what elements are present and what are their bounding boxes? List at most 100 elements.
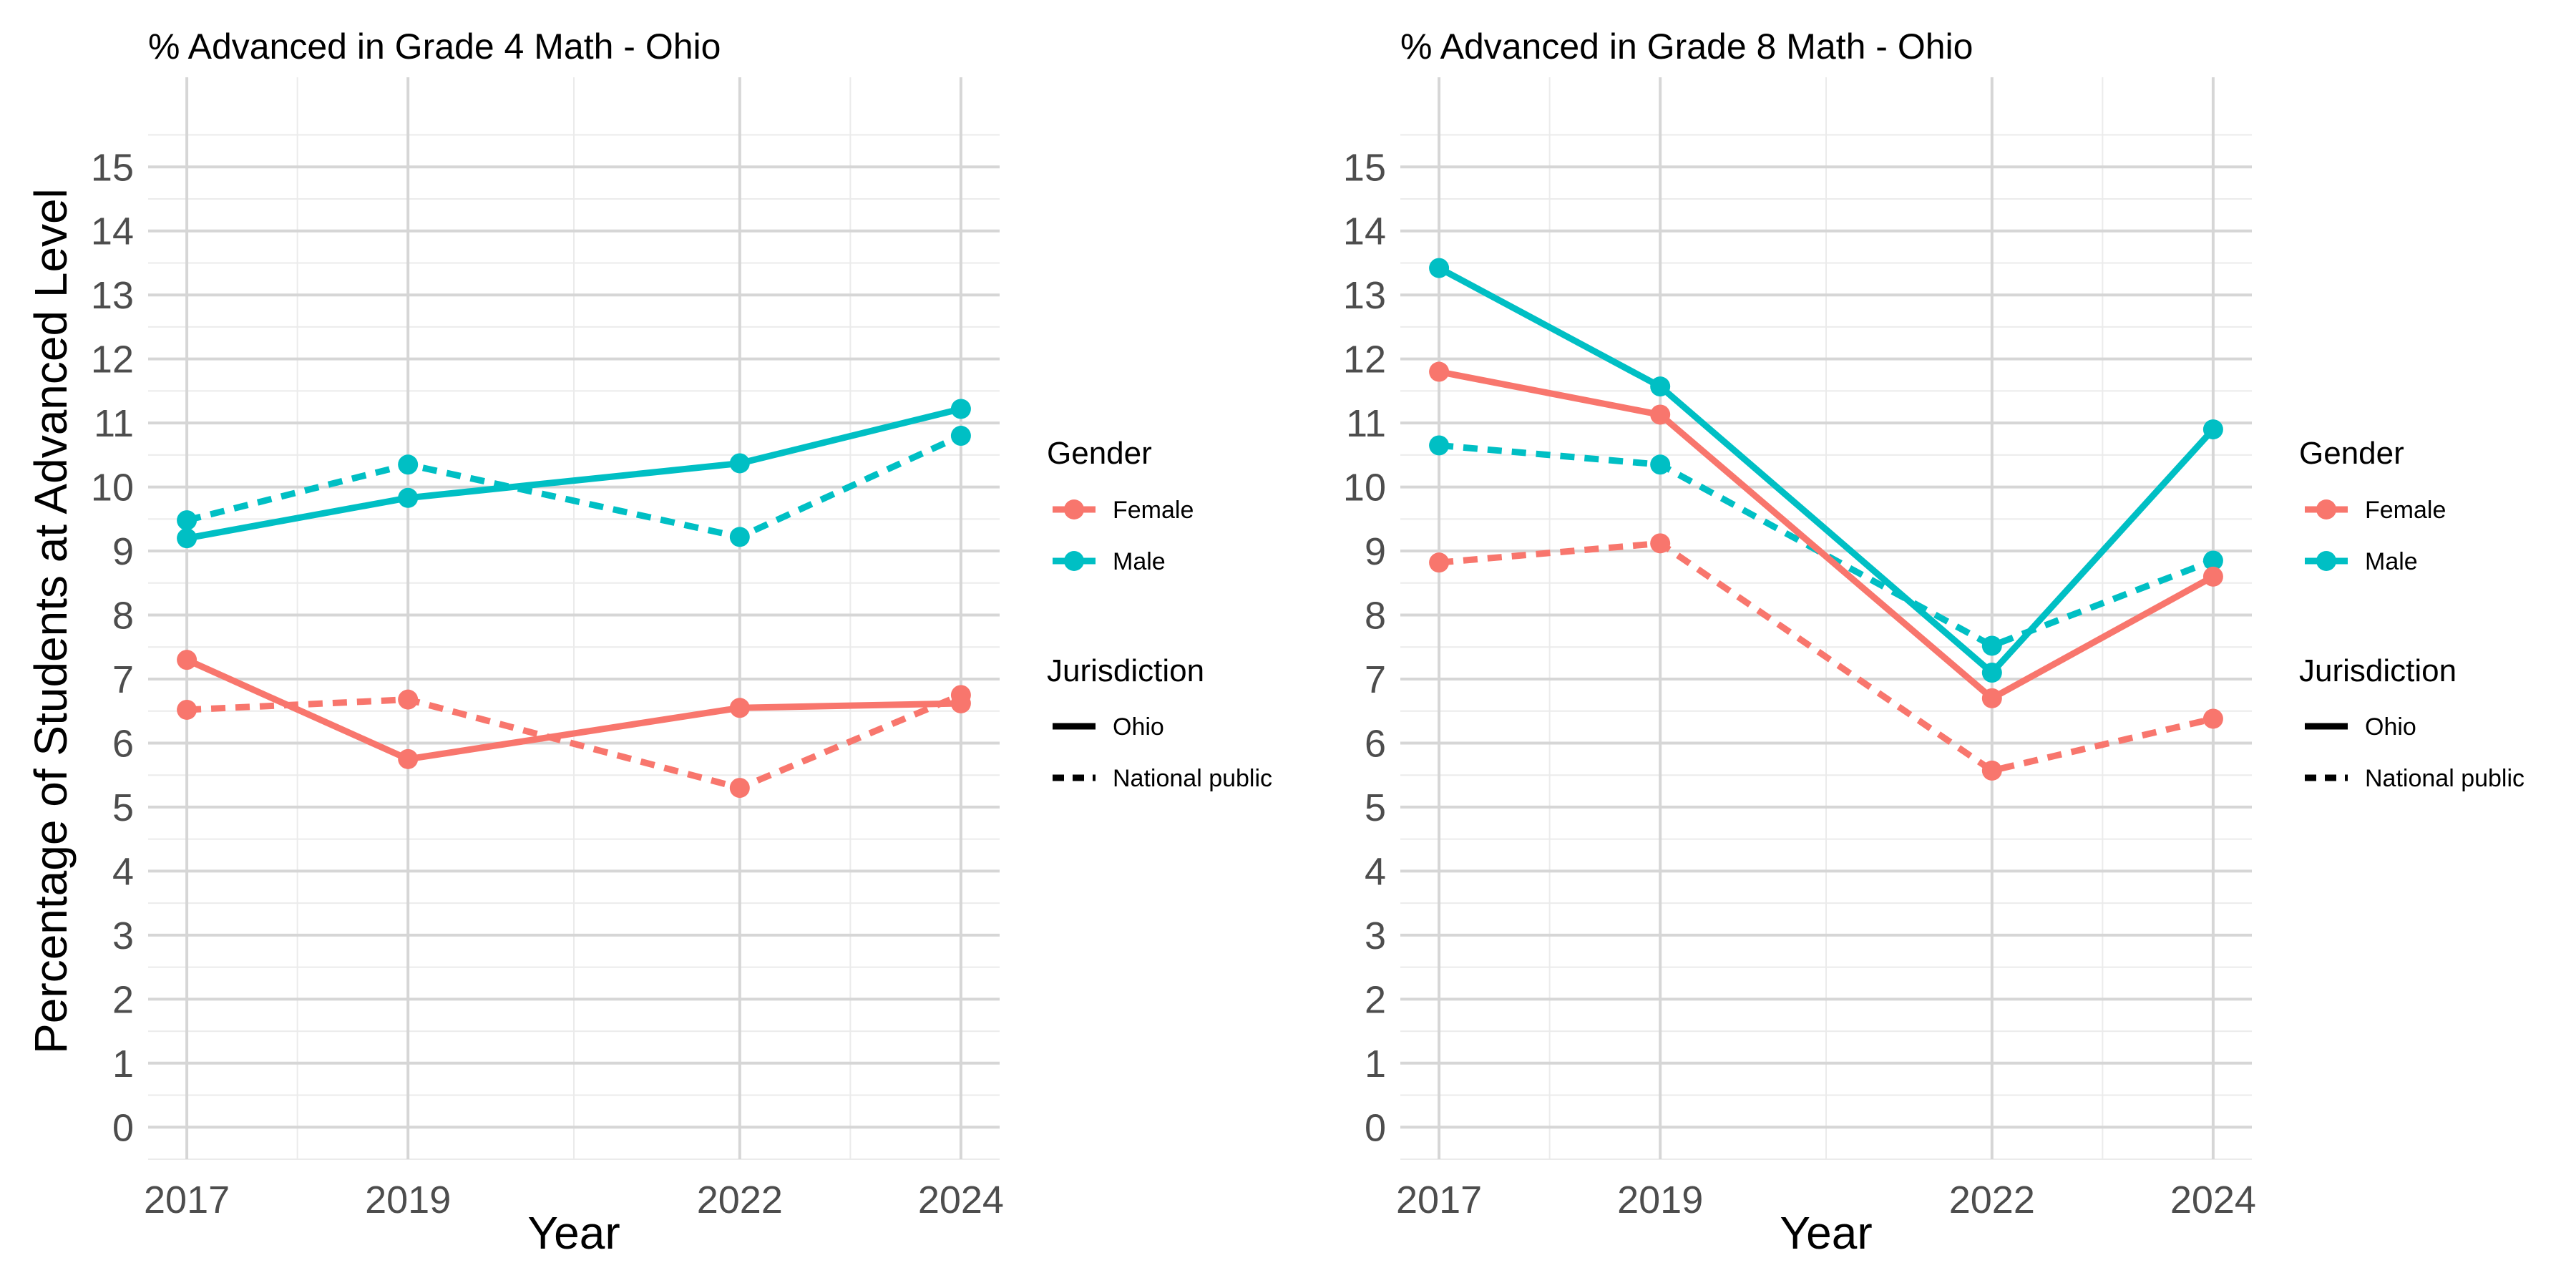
legend-label-female: Female bbox=[1113, 497, 1194, 524]
series-line-female-national-public bbox=[1438, 540, 2214, 774]
y-tick-label: 10 bbox=[91, 467, 134, 509]
chart-title: % Advanced in Grade 4 Math - Ohio bbox=[148, 26, 721, 67]
data-point-female-national-public bbox=[1650, 533, 1671, 554]
y-tick-label: 5 bbox=[112, 786, 134, 829]
legend-key-point-female bbox=[1064, 499, 1084, 519]
data-point-male-national-public bbox=[950, 426, 971, 447]
data-point-male-national-public bbox=[1429, 435, 1450, 456]
data-point-female-ohio bbox=[1429, 361, 1450, 382]
legend-label-ohio: Ohio bbox=[2365, 713, 2416, 741]
data-point-female-ohio bbox=[177, 650, 197, 670]
data-point-male-ohio bbox=[177, 528, 197, 549]
x-tick-label: 2022 bbox=[1949, 1179, 2035, 1221]
legend-key-point-male bbox=[2316, 551, 2336, 571]
data-point-male-national-public bbox=[1650, 454, 1671, 475]
legend-label-female: Female bbox=[2365, 497, 2446, 524]
legend-label-male: Male bbox=[1113, 548, 1166, 575]
x-tick-label: 2019 bbox=[1617, 1179, 1703, 1221]
data-point-male-ohio bbox=[1650, 376, 1671, 397]
y-tick-label: 9 bbox=[112, 530, 134, 573]
data-point-male-national-public bbox=[398, 454, 419, 475]
y-tick-label: 15 bbox=[1343, 146, 1386, 189]
y-tick-label: 4 bbox=[1365, 850, 1386, 893]
series-line-male-national-public bbox=[1438, 441, 2215, 649]
y-tick-label: 13 bbox=[91, 274, 134, 317]
legend-grade8: Gender Female Male Jurisdiction Ohio National… bbox=[2299, 436, 2524, 792]
y-tick-label: 15 bbox=[91, 146, 134, 189]
x-tick-label: 2017 bbox=[1396, 1179, 1482, 1221]
x-tick-label: 2024 bbox=[2170, 1179, 2256, 1221]
legend-key-point-female bbox=[2316, 499, 2336, 519]
data-point-male-national-public bbox=[177, 510, 197, 531]
data-point-female-ohio bbox=[1981, 688, 2002, 708]
y-tick-label: 2 bbox=[1365, 978, 1386, 1021]
y-tick-label: 14 bbox=[1343, 210, 1386, 253]
data-point-female-ohio bbox=[729, 698, 750, 718]
y-tick-label: 8 bbox=[1365, 595, 1386, 638]
data-point-male-ohio bbox=[1981, 663, 2002, 683]
legend-label-male: Male bbox=[2365, 548, 2418, 575]
data-point-female-ohio bbox=[950, 693, 971, 713]
legend-label-national-public: National public bbox=[2365, 765, 2524, 792]
legend-label-ohio: Ohio bbox=[1113, 713, 1164, 741]
legend-key-point-male bbox=[1064, 551, 1084, 571]
y-tick-label: 12 bbox=[1343, 338, 1386, 381]
data-point-female-national-public bbox=[398, 689, 419, 710]
x-axis-title: Year bbox=[527, 1207, 620, 1259]
legend-gender-title: Gender bbox=[2299, 436, 2404, 471]
y-tick-label: 6 bbox=[112, 722, 134, 765]
y-tick-label: 3 bbox=[112, 914, 134, 957]
data-point-female-national-public bbox=[177, 699, 197, 720]
data-point-female-national-public bbox=[1429, 552, 1450, 573]
data-point-female-national-public bbox=[729, 778, 750, 799]
y-tick-label: 6 bbox=[1365, 722, 1386, 765]
series-line-female-national-public bbox=[186, 692, 962, 791]
data-point-female-ohio bbox=[1650, 404, 1671, 425]
y-tick-label: 10 bbox=[1343, 467, 1386, 509]
series-line-male-ohio bbox=[1437, 265, 2216, 676]
series-line-male-ohio bbox=[186, 406, 962, 542]
x-tick-label: 2024 bbox=[918, 1179, 1004, 1221]
data-point-female-ohio bbox=[2202, 566, 2223, 587]
y-tick-label: 4 bbox=[112, 850, 134, 893]
data-point-male-ohio bbox=[2202, 419, 2223, 440]
series-line-female-ohio bbox=[185, 657, 962, 763]
y-tick-label: 5 bbox=[1365, 786, 1386, 829]
data-point-male-national-public bbox=[1981, 635, 2002, 656]
legend-grade4: Gender Female Male Jurisdiction Ohio National… bbox=[1047, 436, 1272, 792]
y-tick-label: 2 bbox=[112, 978, 134, 1021]
y-tick-label: 0 bbox=[112, 1106, 134, 1149]
y-tick-label: 9 bbox=[1365, 530, 1386, 573]
data-point-male-ohio bbox=[729, 453, 750, 474]
data-point-male-ohio bbox=[398, 487, 419, 508]
y-tick-label: 0 bbox=[1365, 1106, 1386, 1149]
data-point-female-ohio bbox=[398, 748, 419, 769]
y-tick-label: 11 bbox=[1346, 402, 1386, 445]
legend-jurisdiction-title: Jurisdiction bbox=[2299, 653, 2457, 688]
y-tick-label: 7 bbox=[1365, 658, 1386, 701]
data-point-male-national-public bbox=[729, 527, 750, 547]
chart-title: % Advanced in Grade 8 Math - Ohio bbox=[1400, 26, 1973, 67]
x-tick-label: 2017 bbox=[144, 1179, 230, 1221]
y-tick-label: 13 bbox=[1343, 274, 1386, 317]
y-tick-label: 1 bbox=[1365, 1043, 1386, 1085]
x-tick-label: 2022 bbox=[697, 1179, 783, 1221]
data-point-male-ohio bbox=[1429, 258, 1450, 278]
legend-jurisdiction-title: Jurisdiction bbox=[1047, 653, 1204, 688]
y-tick-label: 11 bbox=[94, 402, 134, 445]
x-tick-label: 2019 bbox=[365, 1179, 451, 1221]
y-tick-label: 14 bbox=[91, 210, 134, 253]
y-axis-title: Percentage of Students at Advanced Level bbox=[25, 188, 77, 1054]
legend-gender-title: Gender bbox=[1047, 436, 1152, 471]
legend-label-national-public: National public bbox=[1113, 765, 1272, 792]
y-tick-label: 8 bbox=[112, 595, 134, 638]
data-point-female-national-public bbox=[1981, 760, 2002, 781]
series-line-female-ohio bbox=[1438, 369, 2215, 702]
y-tick-label: 3 bbox=[1365, 914, 1386, 957]
y-tick-label: 12 bbox=[91, 338, 134, 381]
y-tick-label: 1 bbox=[112, 1043, 134, 1085]
